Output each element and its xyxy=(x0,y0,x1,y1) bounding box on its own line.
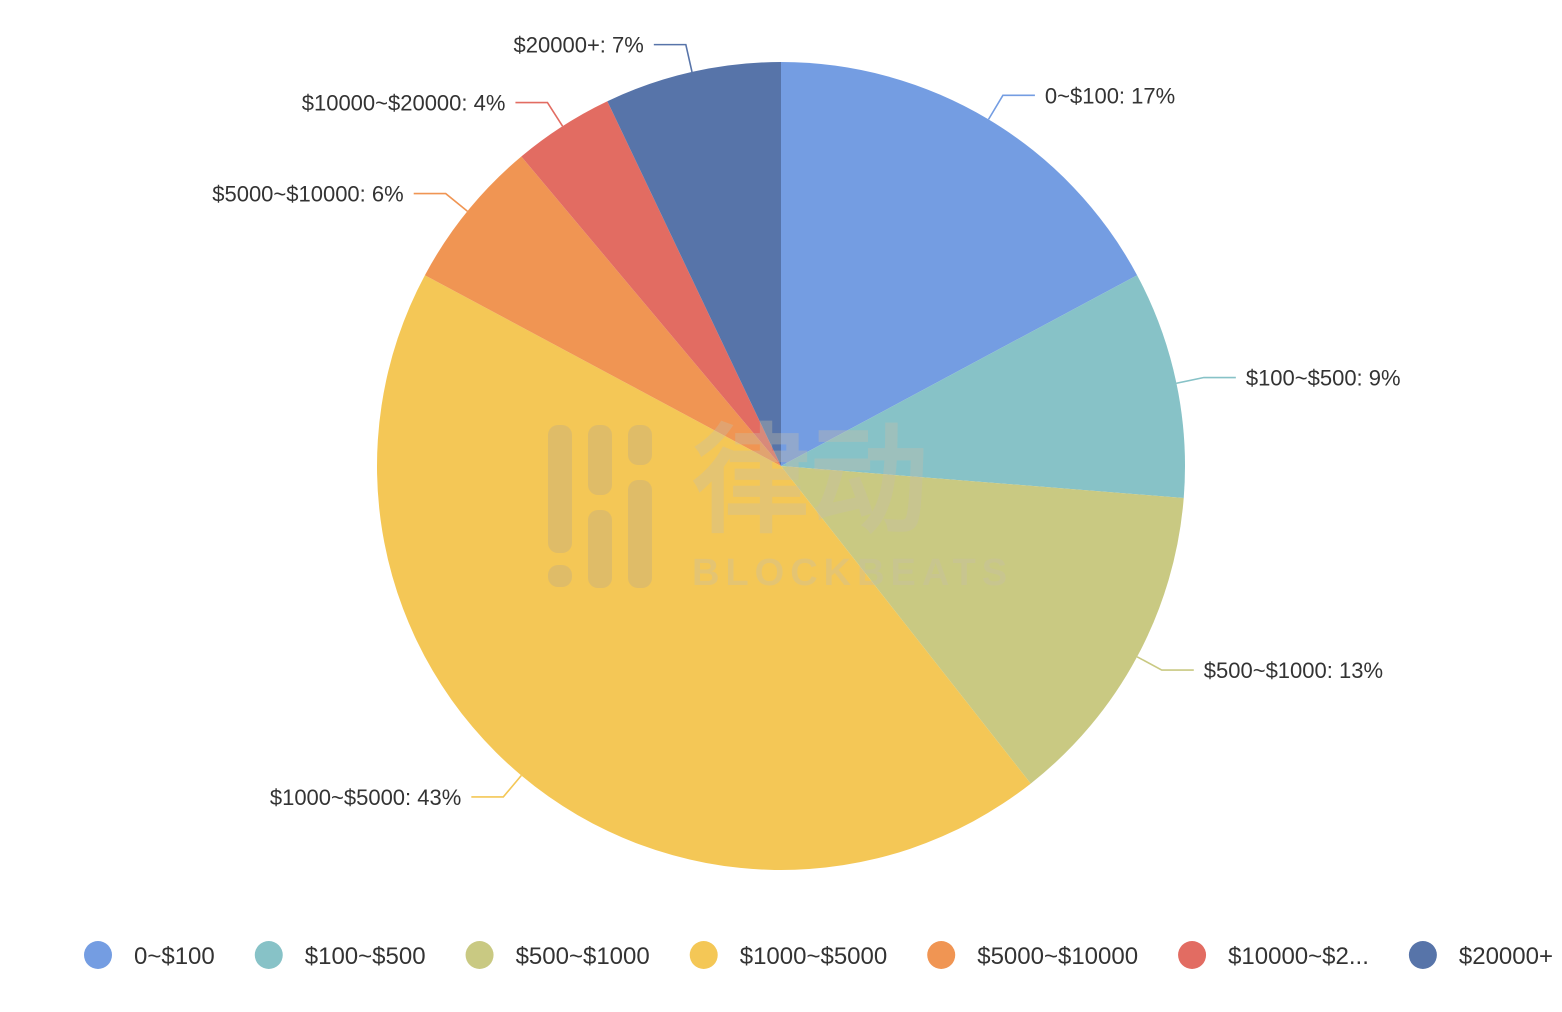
pie-slice-5000-10000[interactable] xyxy=(424,156,781,466)
legend-label-5000-10000: $5000~$10000 xyxy=(977,943,1138,970)
legend-label-20000: $20000+ xyxy=(1459,943,1553,970)
legend-item-10000-20000[interactable]: $10000~$2... xyxy=(1178,941,1369,970)
label-leader-lines xyxy=(413,43,1236,798)
legend-marker-0-100 xyxy=(84,941,112,969)
legend-label-100-500: $100~$500 xyxy=(305,943,426,970)
legend-marker-1000-5000 xyxy=(689,941,718,969)
legend-marker-100-500 xyxy=(254,941,283,969)
watermark: 律动 BLOCKBEATS xyxy=(548,416,1013,594)
legend-item-1000-5000[interactable]: $1000~$5000 xyxy=(689,941,888,970)
legend: 0~$100 $100~$500 $500~$1000 $1000~$5000 $500… xyxy=(84,941,1553,970)
legend-item-100-500[interactable]: $100~$500 xyxy=(254,941,426,970)
slice-label-0-100: 0~$100: 17% xyxy=(1045,83,1175,108)
slice-label-500-1000: $500~$1000: 13% xyxy=(1204,658,1383,683)
watermark-cn-text: 律动 xyxy=(692,416,928,548)
legend-item-0-100[interactable]: 0~$100 xyxy=(84,941,215,970)
legend-item-5000-10000[interactable]: $5000~$10000 xyxy=(927,941,1138,970)
legend-marker-500-1000 xyxy=(465,941,494,969)
legend-label-10000-20000: $10000~$2... xyxy=(1228,943,1369,970)
leader-line-10000-20000 xyxy=(515,101,564,127)
pie-slice-20000[interactable] xyxy=(607,62,781,466)
leader-line-20000 xyxy=(653,43,693,73)
watermark-logo-icon xyxy=(548,425,652,588)
pie-slice-0-100[interactable] xyxy=(781,62,1138,466)
leader-line-1000-5000 xyxy=(471,774,522,798)
leader-line-0-100 xyxy=(987,94,1035,120)
slice-labels: 0~$100: 17% $100~$500: 9% $500~$1000: 13% $… xyxy=(212,33,1400,810)
pie-slice-1000-5000[interactable] xyxy=(377,275,1031,870)
slice-label-100-500: $100~$500: 9% xyxy=(1246,366,1401,391)
legend-marker-10000-20000 xyxy=(1178,941,1207,969)
legend-label-500-1000: $500~$1000 xyxy=(516,943,650,970)
slice-label-20000: $20000+: 7% xyxy=(514,33,644,58)
slice-label-1000-5000: $1000~$5000: 43% xyxy=(270,785,461,810)
leader-line-500-1000 xyxy=(1136,656,1194,671)
pie-slice-10000-20000[interactable] xyxy=(521,101,781,466)
pie-slice-500-1000[interactable] xyxy=(781,466,1184,784)
legend-label-1000-5000: $1000~$5000 xyxy=(740,943,888,970)
watermark-en-text: BLOCKBEATS xyxy=(692,552,1013,594)
slice-label-5000-10000: $5000~$10000: 6% xyxy=(212,182,403,207)
legend-item-500-1000[interactable]: $500~$1000 xyxy=(465,941,650,970)
leader-line-5000-10000 xyxy=(413,192,468,212)
legend-item-20000[interactable]: $20000+ xyxy=(1408,941,1553,970)
pie-slice-100-500[interactable] xyxy=(781,275,1185,499)
legend-marker-20000 xyxy=(1408,941,1437,969)
pie-slices xyxy=(377,62,1185,870)
legend-marker-5000-10000 xyxy=(927,941,956,969)
leader-line-100-500 xyxy=(1176,376,1236,385)
slice-label-10000-20000: $10000~$20000: 4% xyxy=(302,91,506,116)
legend-label-0-100: 0~$100 xyxy=(134,943,215,970)
